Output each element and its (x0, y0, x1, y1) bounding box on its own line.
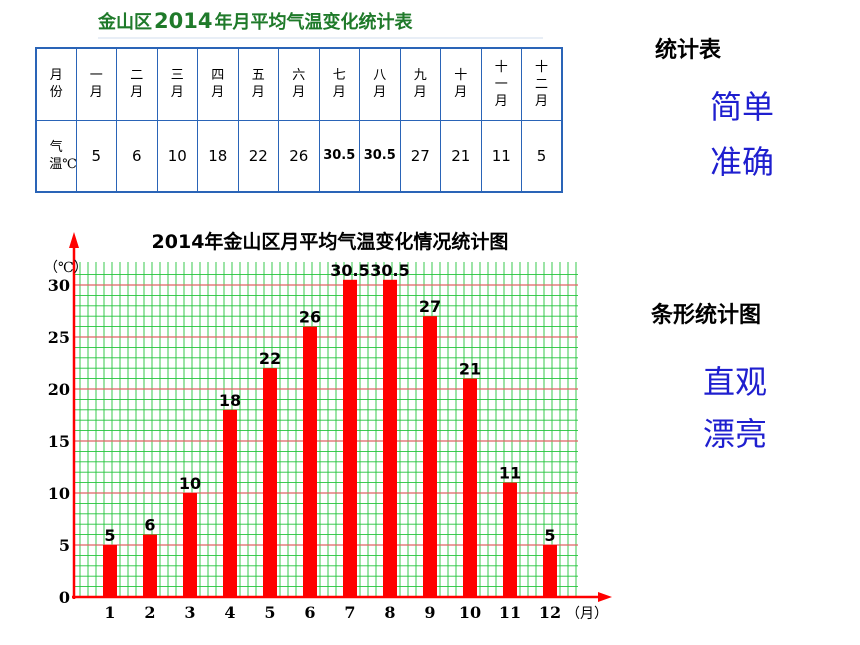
bar (103, 545, 117, 597)
x-tick-label: 5 (264, 603, 275, 622)
x-unit-label: （月） (566, 606, 608, 622)
data-label: 21 (459, 360, 481, 379)
chart-title: 2014年金山区月平均气温变化情况统计图 (152, 230, 509, 253)
table-title: 金山区2014 年月平均气温变化统计表 (98, 8, 412, 38)
month-cell: 八月 (359, 47, 401, 121)
chart-bars (103, 279, 557, 597)
x-tick-label: 12 (539, 603, 561, 622)
y-tick-label: 20 (48, 380, 70, 399)
bar (463, 378, 477, 597)
y-tick-label: 0 (59, 588, 70, 607)
table-heading: 统计表 (655, 38, 722, 63)
month-cell: 五月 (237, 47, 279, 121)
month-cell: 十月 (440, 47, 482, 121)
data-label: 10 (179, 474, 201, 493)
temp-cell: 21 (440, 119, 482, 193)
bar (423, 316, 437, 597)
y-tick-label: 10 (48, 484, 70, 503)
y-tick-label: 5 (59, 536, 70, 555)
bar (343, 279, 357, 597)
data-label: 5 (544, 526, 555, 545)
x-tick-label: 3 (184, 603, 195, 622)
data-label: 22 (259, 349, 281, 368)
data-label: 6 (144, 516, 155, 535)
month-cell: 七月 (318, 47, 360, 121)
data-label: 27 (419, 297, 441, 316)
y-tick-label: 30 (48, 276, 70, 295)
data-label: 5 (104, 526, 115, 545)
y-axis-arrow (69, 232, 79, 248)
bar (303, 326, 317, 597)
month-cell: 九月 (399, 47, 441, 121)
table-row-months: 月份 一月 二月 三月 四月 五月 六月 七月 八月 九月 十月 十一月 十二月 (35, 47, 563, 121)
data-label: 18 (219, 391, 241, 410)
data-label: 30.5 (330, 261, 369, 280)
month-cell: 一月 (75, 47, 117, 121)
data-label: 11 (499, 464, 521, 483)
x-tick-label: 10 (459, 603, 481, 622)
data-label: 26 (299, 308, 321, 327)
temp-cell: 26 (278, 119, 320, 193)
data-label: 30.5 (370, 261, 409, 280)
temp-cell: 30.5 (318, 119, 360, 193)
temp-cell: 18 (197, 119, 239, 193)
bar (223, 409, 237, 597)
x-tick-label: 1 (104, 603, 115, 622)
month-cell: 三月 (156, 47, 198, 121)
month-cell: 二月 (116, 47, 158, 121)
table-title-year: 2014 (154, 9, 213, 33)
bar (183, 493, 197, 597)
chart-heading: 条形统计图 (651, 303, 762, 328)
month-cell: 十一月 (480, 47, 522, 121)
y-tick-label: 25 (48, 328, 70, 347)
chart-word-pretty: 漂亮 (703, 415, 768, 453)
table-word-accurate: 准确 (710, 143, 775, 181)
bar (543, 545, 557, 597)
row-header-temp: 气温℃ (35, 119, 77, 193)
temp-cell: 27 (399, 119, 441, 193)
month-cell: 六月 (278, 47, 320, 121)
month-cell: 四月 (197, 47, 239, 121)
bar (383, 279, 397, 597)
chart-axes (69, 232, 612, 602)
temp-cell: 5 (75, 119, 117, 193)
x-tick-label: 8 (384, 603, 395, 622)
row-header-month: 月份 (35, 47, 77, 121)
y-unit-label: （℃） (44, 260, 88, 276)
temp-cell: 11 (480, 119, 522, 193)
x-tick-label: 6 (304, 603, 315, 622)
temp-cell: 5 (521, 119, 563, 193)
x-axis-arrow (598, 592, 612, 602)
table-row-temps: 气温℃ 5 6 10 18 22 26 30.5 30.5 27 21 11 5 (35, 119, 563, 193)
table-title-prefix: 金山区 (98, 12, 152, 33)
chart-word-intuitive: 直观 (703, 363, 768, 401)
y-tick-label: 15 (48, 432, 70, 451)
table-title-suffix: 年月平均气温变化统计表 (214, 12, 413, 33)
table-word-simple: 简单 (710, 88, 775, 126)
x-tick-label: 7 (344, 603, 355, 622)
title-underline (98, 37, 543, 39)
x-tick-label: 11 (499, 603, 521, 622)
month-cell: 十二月 (521, 47, 563, 121)
x-tick-label: 2 (144, 603, 155, 622)
bar (503, 482, 517, 597)
x-tick-label: 9 (424, 603, 435, 622)
x-tick-label: 4 (224, 603, 235, 622)
temperature-table: 月份 一月 二月 三月 四月 五月 六月 七月 八月 九月 十月 十一月 十二月… (35, 47, 563, 193)
bar (143, 534, 157, 597)
chart-data-labels: 5 6 10 18 22 26 30.5 30.5 27 21 11 5 (104, 261, 555, 545)
bar (263, 368, 277, 597)
